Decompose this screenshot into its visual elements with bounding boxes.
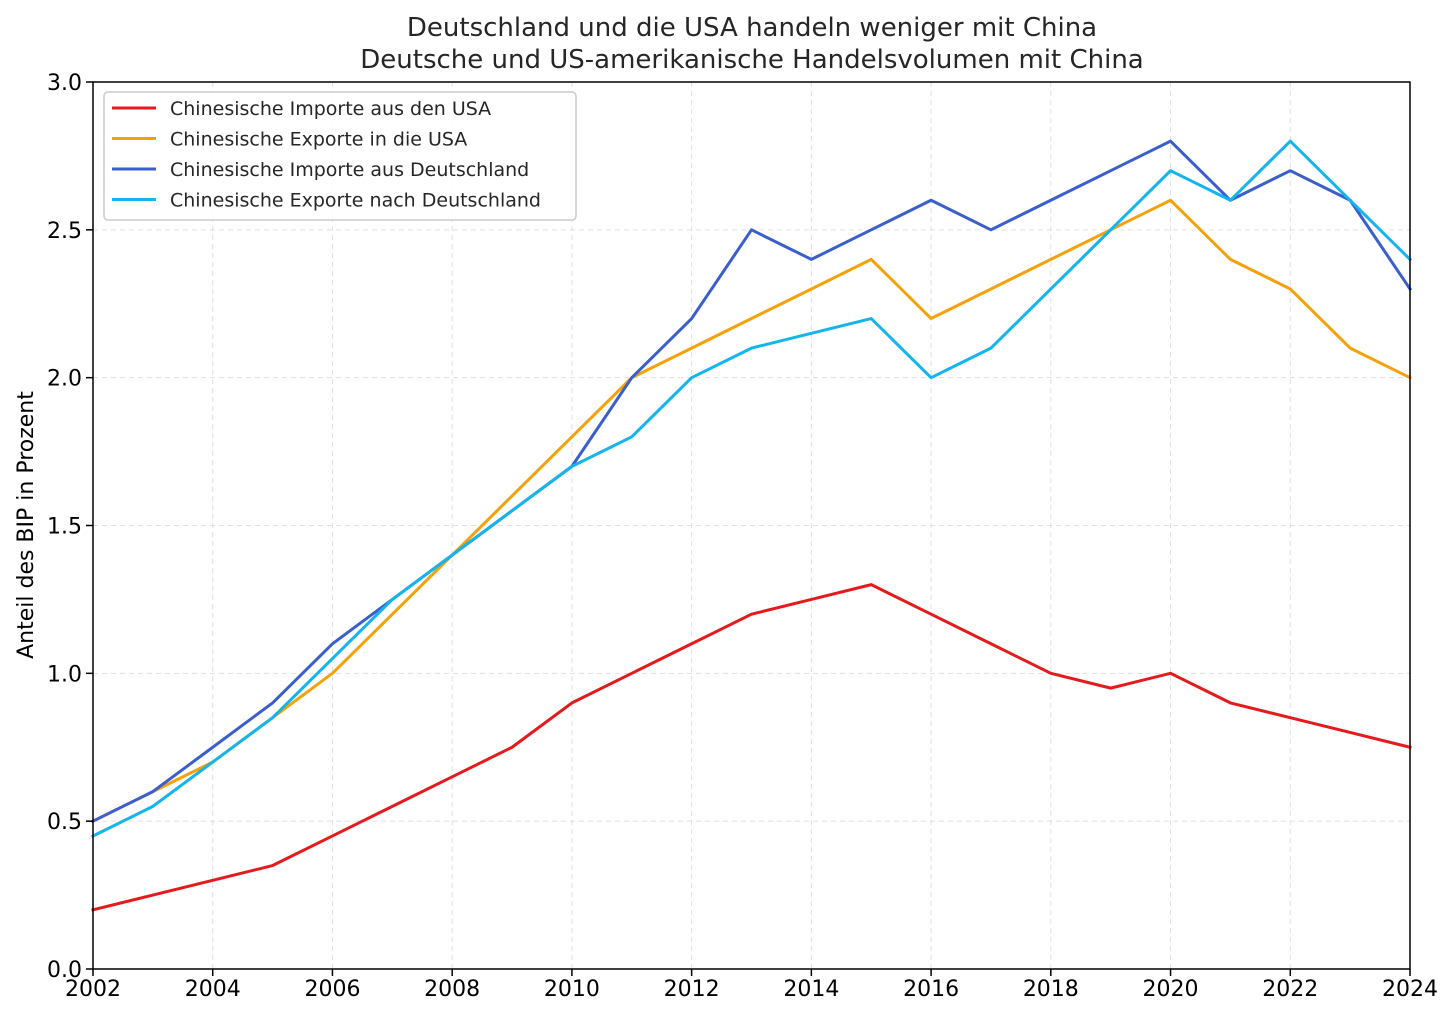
y-tick-label: 3.0 — [47, 71, 82, 96]
y-tick-label: 0.0 — [47, 958, 82, 983]
series-line-3 — [90, 139, 1413, 824]
chart-subtitle: Deutsche und US-amerikanische Handelsvol… — [360, 45, 1143, 75]
series-lines — [90, 139, 1413, 912]
legend-label-3: Chinesische Importe aus Deutschland — [170, 159, 529, 181]
y-axis-label: Anteil des BIP in Prozent — [14, 391, 39, 659]
x-tick-label: 2020 — [1143, 977, 1199, 1002]
x-tick-label: 2022 — [1262, 977, 1318, 1002]
x-tick-label: 2006 — [304, 977, 360, 1002]
legend-box — [103, 91, 577, 221]
x-tick-label: 2024 — [1382, 977, 1438, 1002]
x-tick-label: 2002 — [65, 977, 121, 1002]
series-line-4 — [90, 139, 1413, 838]
y-tick-label: 2.5 — [47, 219, 82, 244]
chart-title: Deutschland und die USA handeln weniger … — [407, 13, 1097, 43]
series-line-1 — [91, 583, 1412, 912]
x-tick-label: 2018 — [1023, 977, 1079, 1002]
y-tick-label: 0.5 — [47, 810, 82, 835]
y-tick-label: 2.0 — [47, 367, 82, 392]
x-tick-label: 2016 — [903, 977, 959, 1002]
y-tick-label: 1.5 — [47, 515, 82, 540]
legend-label-2: Chinesische Exporte in die USA — [170, 129, 467, 151]
axes: 2002 2004 2006 2008 2010 2012 2014 2016 2018 2020… — [47, 71, 1438, 1002]
series-line-2 — [90, 198, 1413, 824]
x-tick-label: 2008 — [424, 977, 480, 1002]
legend-label-4: Chinesische Exporte nach Deutschland — [170, 190, 541, 212]
y-tick-label: 1.0 — [47, 662, 82, 687]
x-tick-label: 2014 — [783, 977, 839, 1002]
legend: Chinesische Importe aus den USA Chinesisc… — [103, 91, 577, 221]
legend-label-1: Chinesische Importe aus den USA — [170, 98, 491, 120]
x-tick-label: 2010 — [544, 977, 600, 1002]
x-tick-label: 2012 — [664, 977, 720, 1002]
x-tick-label: 2004 — [185, 977, 241, 1002]
